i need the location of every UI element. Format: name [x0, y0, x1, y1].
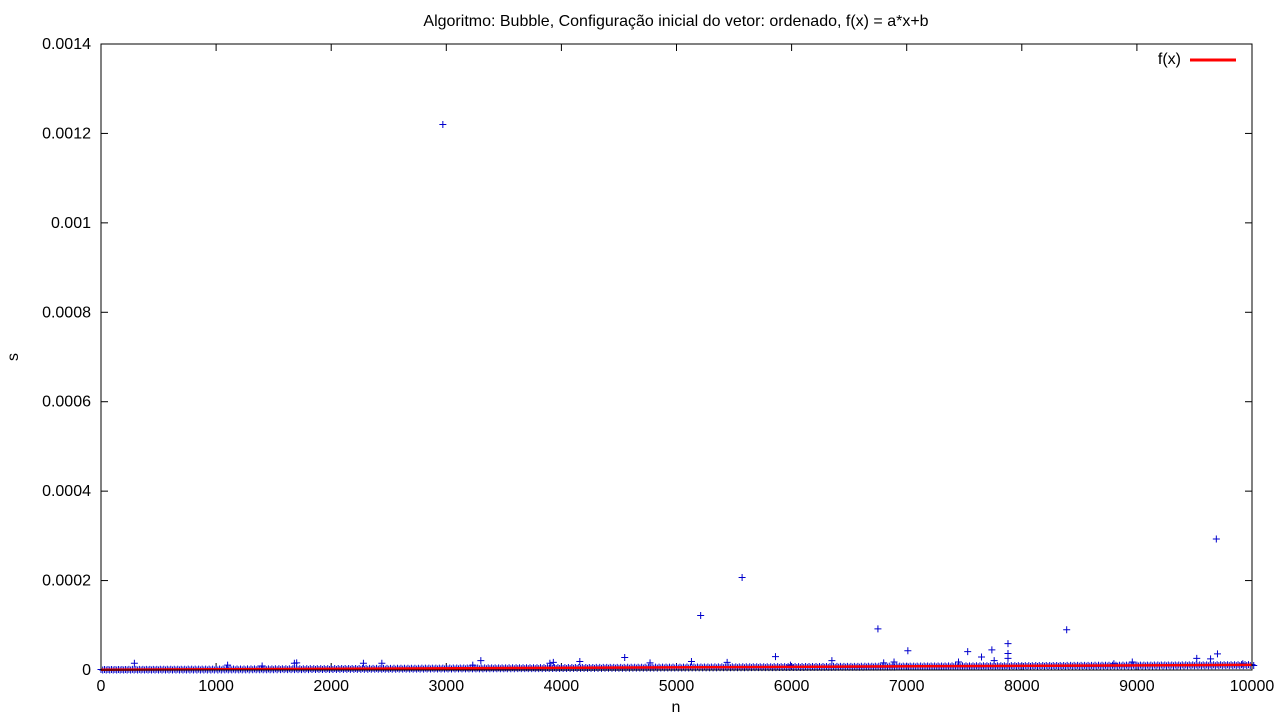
data-point-outlier	[990, 657, 998, 665]
y-tick-label: 0.0006	[42, 394, 91, 411]
data-point-outlier	[687, 658, 695, 666]
data-point-outlier	[1004, 640, 1012, 648]
data-point-outlier	[1212, 535, 1220, 543]
data-point-outlier	[771, 653, 779, 661]
data-point-outlier	[359, 659, 367, 667]
data-points	[97, 120, 1258, 674]
data-point-outlier	[964, 648, 972, 656]
x-tick-label: 0	[97, 678, 106, 695]
data-point-outlier	[828, 657, 836, 665]
data-point-outlier	[576, 658, 584, 666]
data-point-outlier	[646, 659, 654, 667]
data-point-outlier	[546, 659, 554, 667]
data-point-outlier	[904, 647, 912, 655]
data-point-outlier	[549, 658, 557, 666]
x-tick-label: 8000	[1004, 678, 1040, 695]
x-tick-label: 6000	[774, 678, 810, 695]
plot-frame	[100, 43, 1253, 671]
data-point-outlier	[1207, 655, 1215, 663]
x-tick-label: 2000	[313, 678, 349, 695]
y-tick-label: 0.0012	[42, 125, 91, 142]
x-tick-label: 1000	[198, 678, 234, 695]
x-tick-label: 9000	[1119, 678, 1155, 695]
data-point-outlier	[880, 659, 888, 667]
fit-line-group	[100, 663, 1253, 672]
data-point-outlier	[697, 611, 705, 619]
data-point-outlier	[954, 658, 962, 666]
data-point-outlier	[978, 653, 986, 661]
x-tick-label: 3000	[429, 678, 465, 695]
y-tick-label: 0.001	[51, 215, 91, 232]
chart-title: Algoritmo: Bubble, Configuração inicial …	[423, 13, 928, 30]
data-point-outlier	[1004, 654, 1012, 662]
y-tick-label: 0	[82, 662, 91, 679]
legend-label: f(x)	[1158, 51, 1181, 68]
data-point-outlier	[378, 659, 386, 667]
data-point-outlier	[723, 658, 731, 666]
data-point-outlier	[477, 657, 485, 665]
data-point-outlier	[130, 659, 138, 667]
fit-line	[100, 663, 1253, 672]
y-axis-label: s	[5, 353, 22, 361]
y-tick-label: 0.0008	[42, 304, 91, 321]
data-point-outlier	[621, 653, 629, 661]
data-point-outlier	[890, 658, 898, 666]
legend: f(x)	[1158, 51, 1236, 68]
x-tick-label: 4000	[544, 678, 580, 695]
data-point-outlier	[224, 661, 232, 669]
y-tick-label: 0.0004	[42, 483, 91, 500]
data-point-outlier	[1063, 626, 1071, 634]
data-point-outlier	[738, 573, 746, 581]
y-tick-label: 0.0014	[42, 36, 91, 53]
y-tick-label: 0.0002	[42, 573, 91, 590]
x-tick-label: 5000	[659, 678, 695, 695]
x-axis-label: n	[672, 699, 681, 716]
axis-ticks: 0 1000 2000 3000 4000 5000 6000 7000 8000 9000 100…	[42, 36, 1274, 695]
data-point-outlier	[1193, 654, 1201, 662]
data-point-outlier	[293, 659, 301, 667]
data-point-outlier	[439, 120, 447, 128]
x-tick-label: 10000	[1230, 678, 1275, 695]
data-point-outlier	[1213, 650, 1221, 658]
x-tick-label: 7000	[889, 678, 925, 695]
data-point-outlier	[988, 646, 996, 654]
data-point-outlier	[874, 625, 882, 633]
